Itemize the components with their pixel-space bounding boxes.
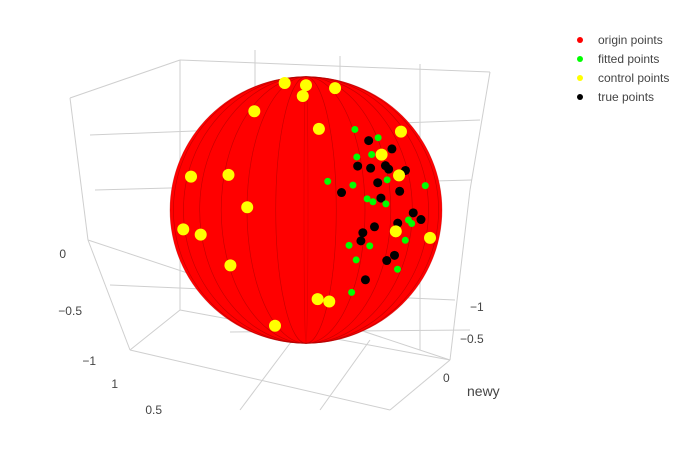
control-point [248,105,261,118]
true-point [395,186,405,196]
fitted-point [363,195,371,203]
true-point [360,275,370,285]
legend-swatch-control-points [577,74,583,81]
fitted-point [366,242,374,250]
control-point [296,89,309,102]
z-tick-label: −0.5 [58,304,82,318]
true-point [408,208,418,218]
fitted-point [324,177,332,185]
legend-label-fitted-points: fitted points [598,51,660,66]
true-point [364,136,374,146]
fitted-point [368,151,376,159]
control-point [393,169,406,182]
true-point [356,236,366,246]
control-point [394,125,407,138]
grid-line [239,329,301,411]
fitted-point [374,134,382,142]
z-tick-label: −1 [82,354,96,368]
control-point [185,170,198,183]
control-point [268,319,281,332]
true-point [373,178,383,188]
fitted-point [348,288,356,296]
grid-line [69,97,89,241]
fitted-point [401,236,409,244]
control-point [222,168,235,181]
control-point [278,77,291,90]
fitted-point [352,256,360,264]
y-axis-title: newy [467,383,500,399]
fitted-point [382,200,390,208]
grid-line [69,59,181,99]
control-point [323,295,336,308]
fitted-point [349,181,357,189]
control-point [241,201,254,214]
control-point [300,79,312,92]
legend-swatch-origin-points [577,36,583,43]
fitted-point [345,241,353,249]
grid-line [469,71,491,191]
fitted-point [369,198,377,206]
true-point [387,144,397,154]
origin-points-sphere [170,76,442,344]
legend-swatch-true-points [577,93,583,100]
x-tick-label: 1 [111,377,118,391]
fitted-point [383,176,391,184]
grid-line [389,359,451,411]
grid-line [179,59,491,73]
y-tick-label: 0 [443,371,450,385]
fitted-point [353,153,361,161]
control-point [312,122,325,135]
fitted-point [351,125,359,133]
control-point [311,293,324,306]
x-tick-label: 0.5 [145,403,162,417]
legend-item-origin-points[interactable]: origin points [565,30,695,49]
legend-label-true-points: true points [598,89,655,104]
y-tick-label: −0.5 [460,332,484,346]
legend-item-fitted-points[interactable]: fitted points [565,49,695,68]
true-point [353,161,363,171]
sphere-meridian [173,76,439,344]
grid-line [319,339,371,411]
true-point [366,163,376,173]
grid-line [129,309,181,351]
true-point [369,222,379,232]
control-point [424,231,437,244]
true-point [380,161,390,171]
true-point [358,228,368,238]
control-point [177,223,190,236]
legend-label-origin-points: origin points [598,32,663,47]
control-point [224,259,237,272]
grid-line [87,239,131,351]
fitted-point [408,219,416,227]
control-point [389,225,402,238]
grid-line [129,349,391,411]
true-point [382,256,392,266]
fitted-point [421,182,429,190]
true-point [416,215,426,225]
legend-label-control-points: control points [598,70,670,85]
legend-item-true-points[interactable]: true points [565,87,695,106]
true-point [390,250,400,260]
z-tick-label: 0 [59,247,66,261]
legend: origin points fitted points control poin… [565,30,695,106]
legend-item-control-points[interactable]: control points [565,68,695,87]
true-point [376,193,386,203]
true-point [337,188,347,198]
y-tick-label: −1 [470,300,484,314]
fitted-point [394,265,402,273]
control-point [375,148,388,161]
control-point [329,82,342,95]
control-point [194,228,207,241]
grid-line [449,189,471,361]
legend-swatch-fitted-points [577,55,583,62]
